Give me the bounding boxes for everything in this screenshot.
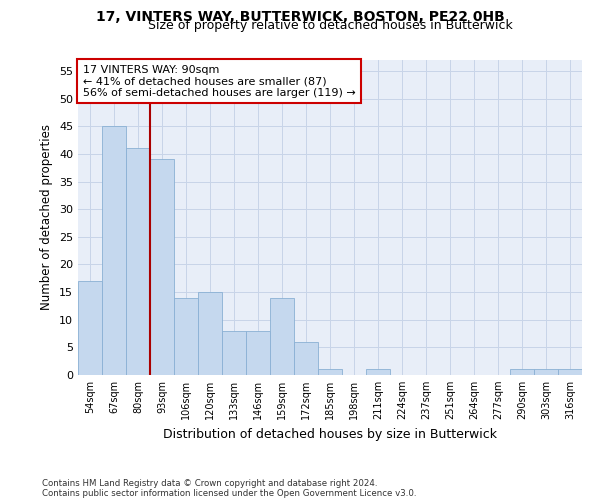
Bar: [366, 370, 390, 375]
Bar: [222, 331, 246, 375]
Bar: [558, 370, 582, 375]
Text: 17 VINTERS WAY: 90sqm
← 41% of detached houses are smaller (87)
56% of semi-deta: 17 VINTERS WAY: 90sqm ← 41% of detached …: [83, 64, 356, 98]
Bar: [102, 126, 126, 375]
Bar: [198, 292, 222, 375]
Bar: [150, 160, 174, 375]
Text: Contains public sector information licensed under the Open Government Licence v3: Contains public sector information licen…: [42, 488, 416, 498]
Bar: [126, 148, 150, 375]
Bar: [270, 298, 294, 375]
Bar: [318, 370, 342, 375]
Title: Size of property relative to detached houses in Butterwick: Size of property relative to detached ho…: [148, 20, 512, 32]
X-axis label: Distribution of detached houses by size in Butterwick: Distribution of detached houses by size …: [163, 428, 497, 440]
Y-axis label: Number of detached properties: Number of detached properties: [40, 124, 53, 310]
Bar: [510, 370, 534, 375]
Bar: [534, 370, 558, 375]
Bar: [174, 298, 198, 375]
Bar: [294, 342, 318, 375]
Bar: [78, 281, 102, 375]
Bar: [246, 331, 270, 375]
Text: Contains HM Land Registry data © Crown copyright and database right 2024.: Contains HM Land Registry data © Crown c…: [42, 478, 377, 488]
Text: 17, VINTERS WAY, BUTTERWICK, BOSTON, PE22 0HB: 17, VINTERS WAY, BUTTERWICK, BOSTON, PE2…: [95, 10, 505, 24]
